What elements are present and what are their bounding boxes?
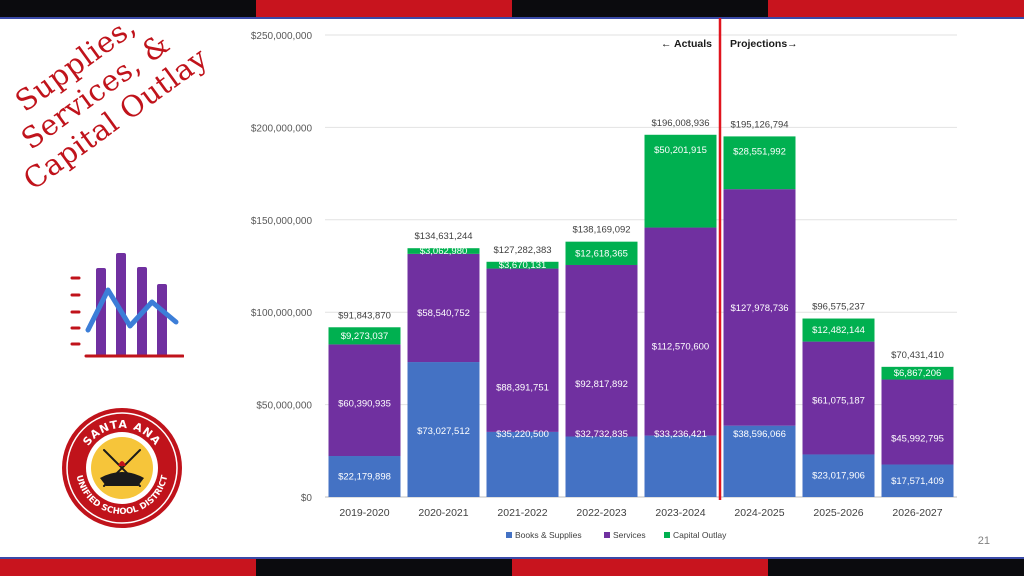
bar-2025-2026-services (802, 341, 875, 455)
legend-swatch-services (604, 532, 610, 538)
x-tick-label-2024-2025: 2024-2025 (734, 507, 784, 519)
label-total-2025-2026: $96,575,237 (812, 302, 865, 313)
label-services-2021-2022: $88,391,751 (496, 383, 549, 394)
bar-2021-2022-capital (486, 261, 559, 269)
label-capital-2026-2027: $6,867,206 (894, 368, 942, 379)
top-band-segment-red-2 (768, 0, 1024, 19)
label-books-2020-2021: $73,027,512 (417, 426, 470, 437)
legend-swatch-capital (664, 532, 670, 538)
y-tick-label-1: $50,000,000 (256, 401, 312, 412)
legend-swatch-books (506, 532, 512, 538)
bar-2025-2026-books (802, 454, 875, 497)
x-tick-label-2020-2021: 2020-2021 (418, 507, 468, 519)
y-tick-label-2: $100,000,000 (251, 308, 313, 319)
bottom-band-segment-dark-2 (768, 557, 1024, 576)
bar-2024-2025-capital (723, 136, 796, 190)
x-tick-label-2023-2024: 2023-2024 (655, 507, 705, 519)
bar-2022-2023-capital (565, 241, 638, 265)
axes: $0 $50,000,000 $100,000,000 $150,000,000 $20… (251, 31, 943, 519)
y-tick-label-0: $0 (301, 493, 313, 504)
legend-label-books: Books & Supplies (515, 530, 582, 540)
label-services-2024-2025: $127,978,736 (730, 303, 788, 314)
bar-2026-2027-services (881, 379, 954, 465)
annotations: ← Actuals Projections→ (661, 18, 798, 500)
district-seal-logo: SANTA ANA UNIFIED SCHOOL DISTRICT (62, 408, 182, 528)
label-books-2025-2026: $23,017,906 (812, 471, 865, 482)
label-total-2022-2023: $138,169,092 (572, 225, 630, 236)
label-total-2024-2025: $195,126,794 (730, 119, 788, 130)
bar-2019-2020-books (328, 456, 401, 497)
bar-2023-2024-books (644, 435, 717, 497)
legend-label-services: Services (613, 530, 646, 540)
top-color-band (0, 0, 1024, 19)
label-services-2020-2021: $58,540,752 (417, 308, 470, 319)
slide-number: 21 (977, 535, 990, 547)
bar-2026-2027-capital (881, 366, 954, 380)
bar-2022-2023-services (565, 264, 638, 437)
bar-2021-2022-services (486, 268, 559, 432)
x-tick-label-2026-2027: 2026-2027 (892, 507, 942, 519)
label-services-2019-2020: $60,390,935 (338, 398, 391, 409)
bar-2024-2025-books (723, 425, 796, 497)
label-services-2026-2027: $45,992,795 (891, 434, 944, 445)
bar-2026-2027-books (881, 464, 954, 497)
label-books-2022-2023: $32,732,835 (575, 429, 628, 440)
top-band-segment-red-1 (256, 0, 512, 19)
bar-2019-2020-capital (328, 327, 401, 345)
bottom-band-segment-red-1 (0, 557, 256, 576)
bottom-band-segment-dark-1 (256, 557, 512, 576)
y-tick-label-5: $250,000,000 (251, 31, 313, 42)
bar-2021-2022-books (486, 431, 559, 497)
data-labels: $22,179,898 $60,390,935 $9,273,037 $91,843,… (338, 118, 944, 487)
legend-label-capital: Capital Outlay (673, 530, 727, 540)
label-services-2022-2023: $92,817,892 (575, 379, 628, 390)
label-capital-2021-2022: $3,670,131 (499, 260, 547, 271)
bottom-color-band (0, 557, 1024, 576)
label-books-2024-2025: $38,596,066 (733, 429, 786, 440)
x-tick-label-2022-2023: 2022-2023 (576, 507, 626, 519)
bottom-band-segment-red-2 (512, 557, 768, 576)
bar-2023-2024-capital (644, 134, 717, 228)
label-capital-2020-2021: $3,062,980 (420, 246, 468, 257)
label-books-2021-2022: $35,220,500 (496, 429, 549, 440)
bar-2023-2024-services (644, 227, 717, 436)
bar-2019-2020-services (328, 344, 401, 457)
label-total-2023-2024: $196,008,936 (651, 118, 709, 129)
label-capital-2023-2024: $50,201,915 (654, 145, 707, 156)
y-tick-label-3: $150,000,000 (251, 216, 313, 227)
label-capital-2019-2020: $9,273,037 (341, 331, 389, 342)
y-tick-label-4: $200,000,000 (251, 123, 313, 134)
label-capital-2024-2025: $28,551,992 (733, 146, 786, 157)
label-books-2026-2027: $17,571,409 (891, 476, 944, 487)
annotation-actuals: ← Actuals (661, 38, 712, 50)
label-total-2020-2021: $134,631,244 (414, 231, 472, 242)
label-total-2026-2027: $70,431,410 (891, 350, 944, 361)
bar-2022-2023-books (565, 436, 638, 497)
bar-2020-2021-capital (407, 248, 480, 254)
label-total-2019-2020: $91,843,870 (338, 310, 391, 321)
annotation-projections: Projections→ (730, 38, 798, 50)
x-tick-label-2019-2020: 2019-2020 (339, 507, 389, 519)
top-band-segment-dark-2 (512, 0, 768, 19)
bar-chart-icon (70, 253, 184, 358)
x-tick-label-2021-2022: 2021-2022 (497, 507, 547, 519)
bars (328, 134, 954, 497)
label-total-2021-2022: $127,282,383 (493, 245, 551, 256)
bar-2020-2021-books (407, 362, 480, 497)
label-services-2025-2026: $61,075,187 (812, 396, 865, 407)
label-books-2023-2024: $33,236,421 (654, 429, 707, 440)
top-band-segment-dark-1 (0, 0, 256, 19)
bar-2025-2026-capital (802, 318, 875, 342)
bar-2024-2025-services (723, 189, 796, 426)
bar-2020-2021-services (407, 253, 480, 363)
label-services-2023-2024: $112,570,600 (652, 342, 709, 353)
legend: Books & Supplies Services Capital Outlay (506, 530, 727, 540)
label-capital-2025-2026: $12,482,144 (812, 325, 865, 336)
label-capital-2022-2023: $12,618,365 (575, 248, 628, 259)
label-books-2019-2020: $22,179,898 (338, 472, 391, 483)
x-tick-label-2025-2026: 2025-2026 (813, 507, 863, 519)
